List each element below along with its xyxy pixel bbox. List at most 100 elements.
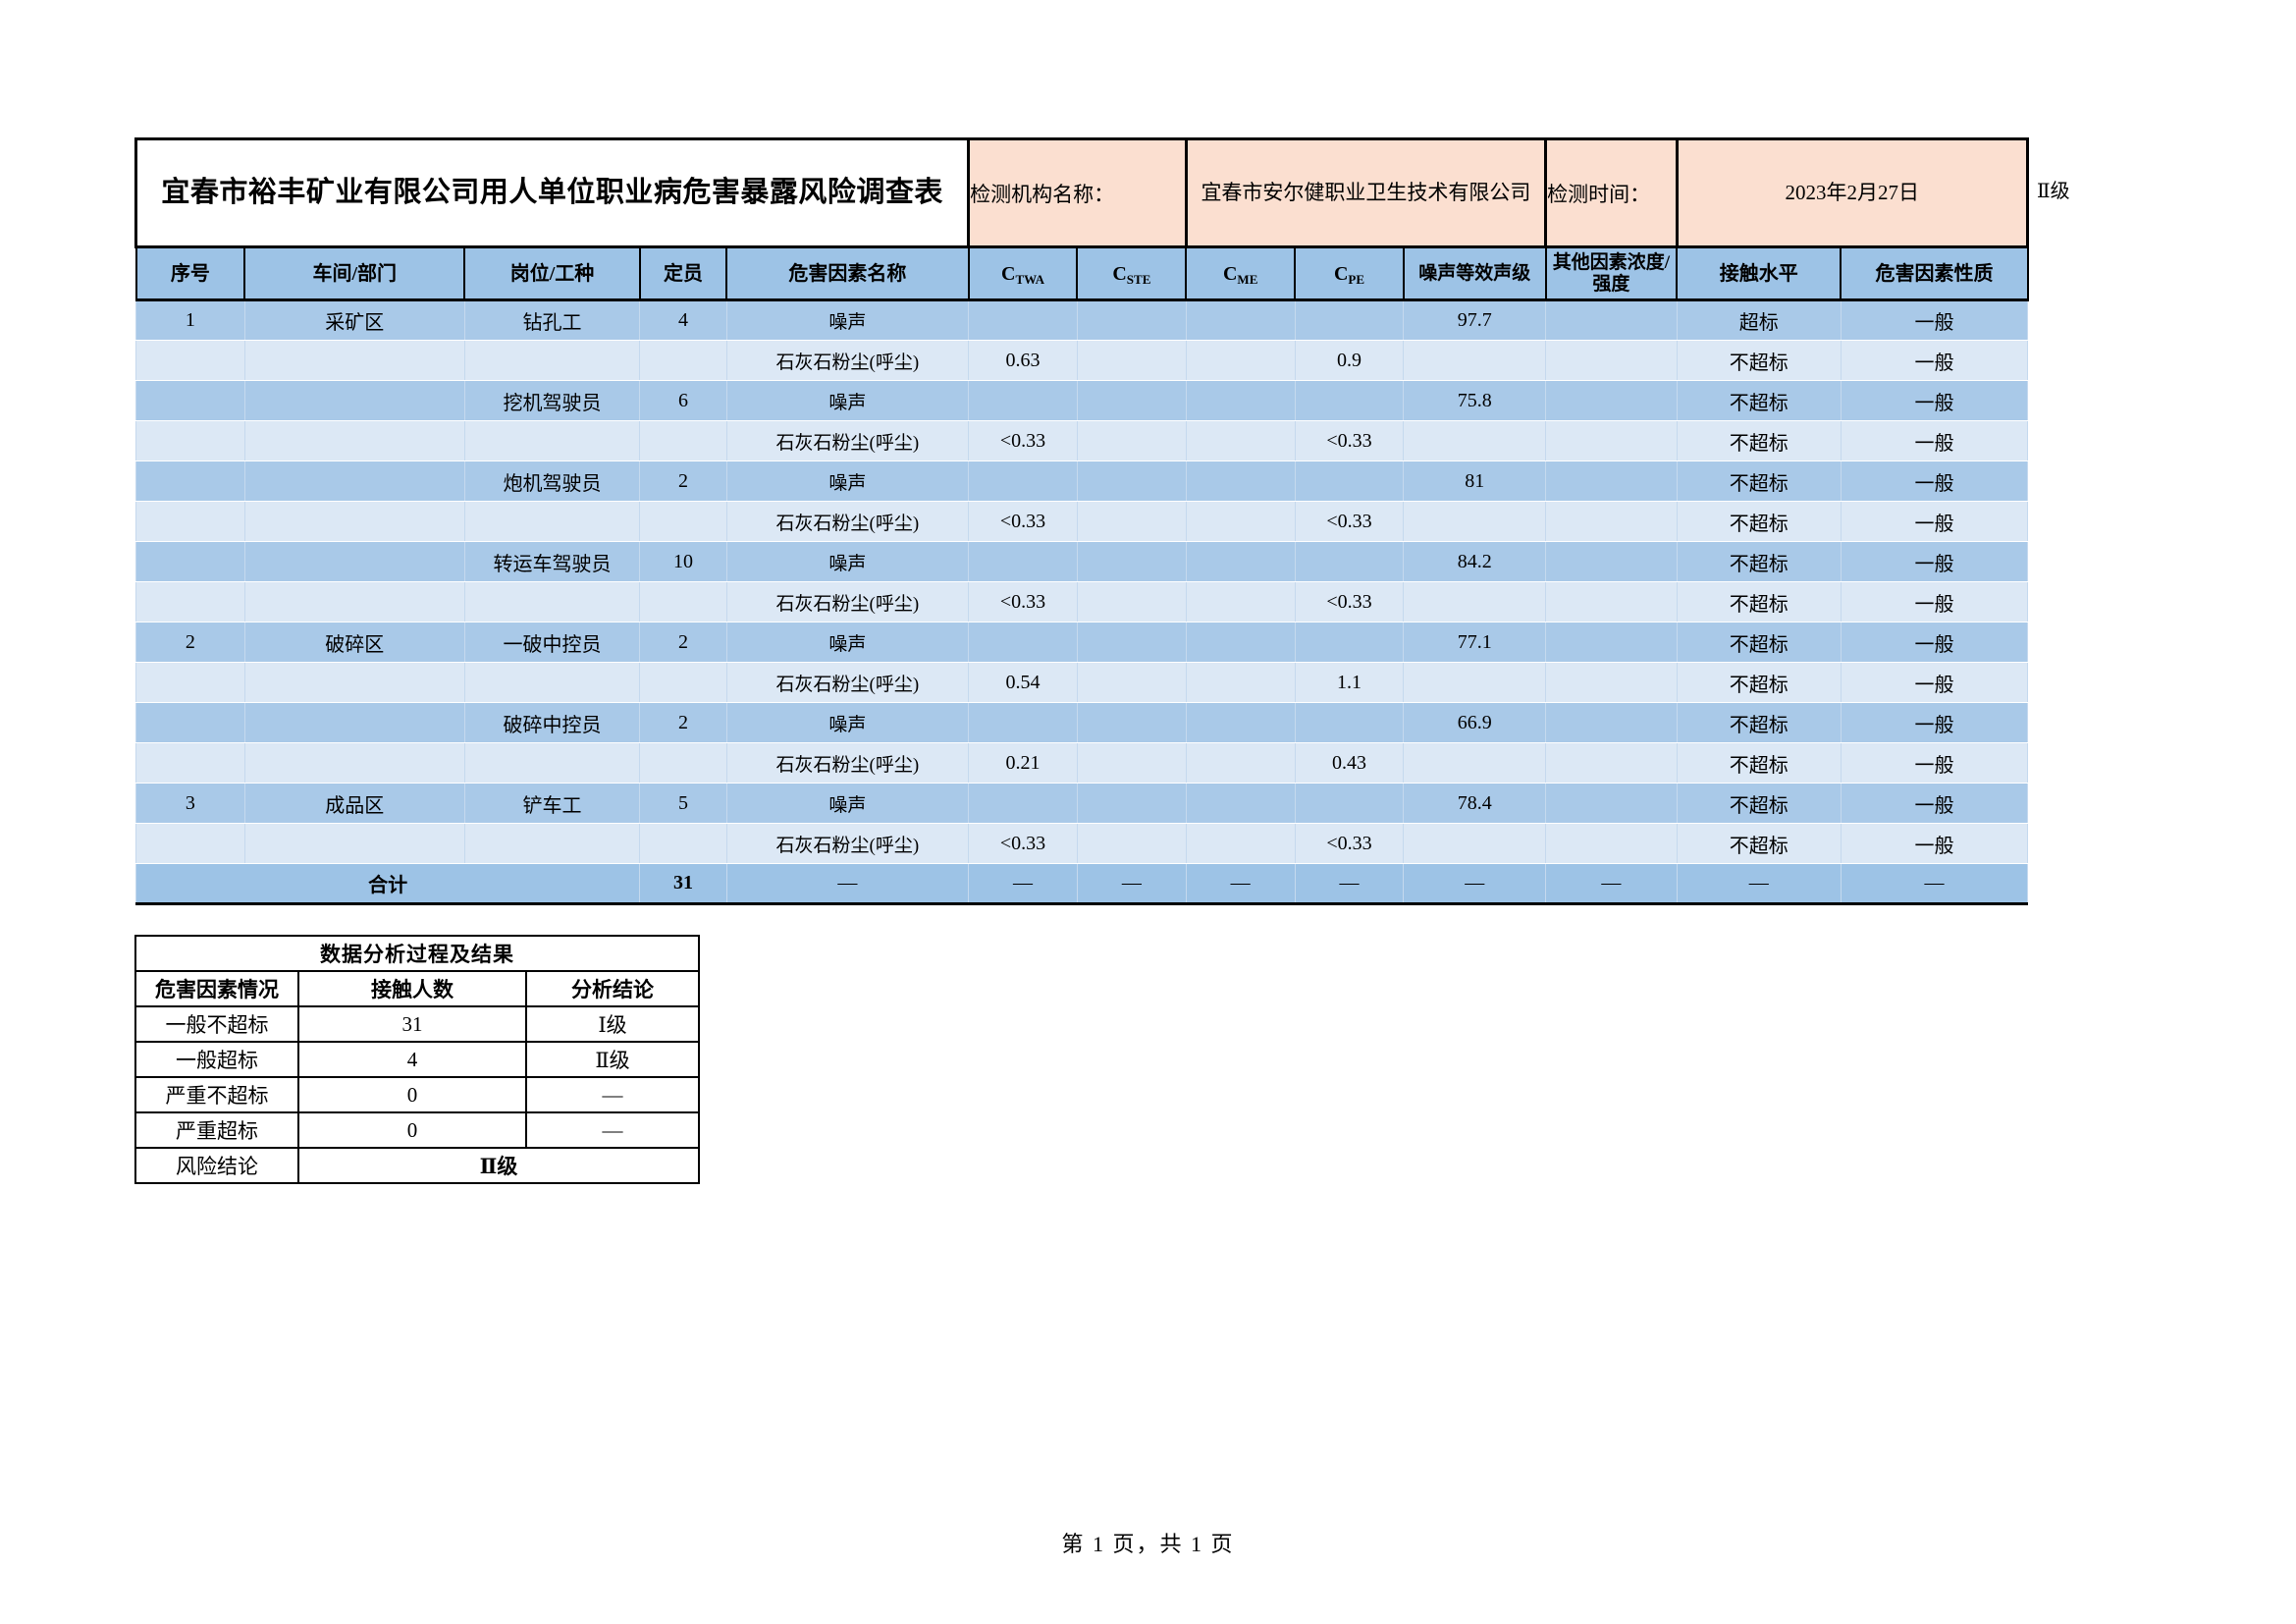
analysis-situation: 一般超标 (134, 1041, 299, 1078)
cell-cme (1185, 581, 1296, 623)
cell-cme (1185, 298, 1296, 341)
cell-cpe: <0.33 (1294, 501, 1405, 542)
cell-noise: 77.1 (1403, 622, 1547, 663)
cell-cste (1076, 420, 1187, 461)
col-cme: CME (1185, 245, 1297, 301)
col-staff: 定员 (638, 245, 728, 301)
cell-ctwa: <0.33 (968, 420, 1078, 461)
cell-post: 一破中控员 (463, 622, 641, 663)
cell-hazard-name: 噪声 (725, 702, 970, 743)
agency-value: 宜春市安尔健职业卫生技术有限公司 (1184, 137, 1548, 248)
column-header-row: 序号 车间/部门 岗位/工种 定员 危害因素名称 CTWA CSTE CME C… (134, 245, 2029, 301)
total-cste: — (1076, 863, 1187, 905)
table-row: 转运车驾驶员 10 噪声 84.2 不超标 一般 (135, 541, 2029, 582)
risk-conclusion-row: 风险结论 Ⅱ级 (134, 1147, 701, 1184)
analysis-conclusion: — (524, 1111, 701, 1149)
analysis-count: 31 (297, 1005, 527, 1043)
cell-seq: 3 (135, 783, 245, 824)
cell-post (463, 823, 641, 864)
total-noise: — (1403, 863, 1547, 905)
cell-workshop (243, 340, 465, 381)
analysis-count: 4 (297, 1041, 527, 1078)
cell-seq: 2 (135, 622, 245, 663)
cell-noise: 78.4 (1403, 783, 1547, 824)
cell-post (463, 501, 641, 542)
cell-seq (135, 340, 245, 381)
cell-cpe (1294, 622, 1405, 663)
cell-exposure-level: 不超标 (1676, 420, 1842, 461)
col-hazard-nature: 危害因素性质 (1840, 245, 2029, 301)
col-cme-sub: ME (1237, 271, 1258, 287)
cell-seq (135, 823, 245, 864)
agency-label: 检测机构名称： (967, 137, 1188, 248)
cell-other (1545, 340, 1678, 381)
cell-hazard-nature: 一般 (1840, 541, 2029, 582)
cell-workshop (243, 702, 465, 743)
cell-ctwa (968, 460, 1078, 502)
cell-ctwa (968, 298, 1078, 341)
col-hazard-name: 危害因素名称 (725, 245, 970, 301)
cell-cste (1076, 501, 1187, 542)
col-ctwa-sub: TWA (1015, 271, 1045, 287)
cell-cme (1185, 460, 1296, 502)
analysis-col-conclusion: 分析结论 (524, 970, 701, 1007)
total-level: — (1676, 863, 1842, 905)
cell-hazard-nature: 一般 (1840, 742, 2029, 784)
cell-noise (1403, 501, 1547, 542)
cell-ctwa: <0.33 (968, 823, 1078, 864)
cell-cpe: <0.33 (1294, 823, 1405, 864)
cell-post (463, 581, 641, 623)
cell-hazard-name: 石灰石粉尘(呼尘) (725, 581, 970, 623)
cell-cste (1076, 823, 1187, 864)
cell-other (1545, 742, 1678, 784)
cell-seq (135, 541, 245, 582)
cell-other (1545, 783, 1678, 824)
cell-workshop: 采矿区 (243, 298, 465, 341)
cell-cpe: 0.9 (1294, 340, 1405, 381)
analysis-title-row: 数据分析过程及结果 (133, 935, 701, 972)
cell-cpe (1294, 298, 1405, 341)
cell-hazard-name: 噪声 (725, 380, 970, 421)
cell-ctwa (968, 622, 1078, 663)
analysis-row: 严重超标 0— (134, 1111, 701, 1149)
cell-staff: 5 (639, 783, 727, 824)
cell-post: 钻孔工 (463, 298, 641, 341)
cell-other (1545, 662, 1678, 703)
cell-post: 转运车驾驶员 (463, 541, 641, 582)
cell-cme (1185, 340, 1296, 381)
col-ctwa: CTWA (967, 245, 1079, 301)
survey-table: 宜春市裕丰矿业有限公司用人单位职业病危害暴露风险调查表 检测机构名称： 宜春市安… (133, 137, 2030, 905)
cell-staff: 2 (639, 460, 727, 502)
cell-cste (1076, 298, 1187, 341)
table-row: 3 成品区 铲车工 5 噪声 78.4 不超标 一般 (135, 783, 2029, 824)
cell-hazard-nature: 一般 (1840, 340, 2029, 381)
cell-exposure-level: 不超标 (1676, 662, 1842, 703)
cell-exposure-level: 不超标 (1676, 541, 1842, 582)
cell-staff: 2 (639, 702, 727, 743)
cell-post: 炮机驾驶员 (463, 460, 641, 502)
cell-exposure-level: 不超标 (1676, 501, 1842, 542)
analysis-situation: 严重超标 (134, 1111, 299, 1149)
cell-seq (135, 501, 245, 542)
cell-other (1545, 460, 1678, 502)
analysis-row: 严重不超标 0— (134, 1076, 701, 1113)
cell-workshop: 成品区 (243, 783, 465, 824)
cell-cme (1185, 622, 1296, 663)
cell-cme (1185, 823, 1296, 864)
cell-noise (1403, 823, 1547, 864)
cell-seq (135, 581, 245, 623)
cell-other (1545, 823, 1678, 864)
cell-hazard-nature: 一般 (1840, 823, 2029, 864)
risk-conclusion-label: 风险结论 (134, 1147, 299, 1184)
cell-ctwa: 0.21 (968, 742, 1078, 784)
cell-hazard-name: 石灰石粉尘(呼尘) (725, 420, 970, 461)
cell-exposure-level: 不超标 (1676, 622, 1842, 663)
cell-noise: 97.7 (1403, 298, 1547, 341)
cell-staff (639, 501, 727, 542)
col-exposure-level: 接触水平 (1676, 245, 1842, 301)
cell-staff: 2 (639, 622, 727, 663)
risk-conclusion-value: Ⅱ级 (296, 1147, 701, 1184)
cell-hazard-nature: 一般 (1840, 420, 2029, 461)
cell-exposure-level: 不超标 (1676, 783, 1842, 824)
cell-ctwa (968, 783, 1078, 824)
